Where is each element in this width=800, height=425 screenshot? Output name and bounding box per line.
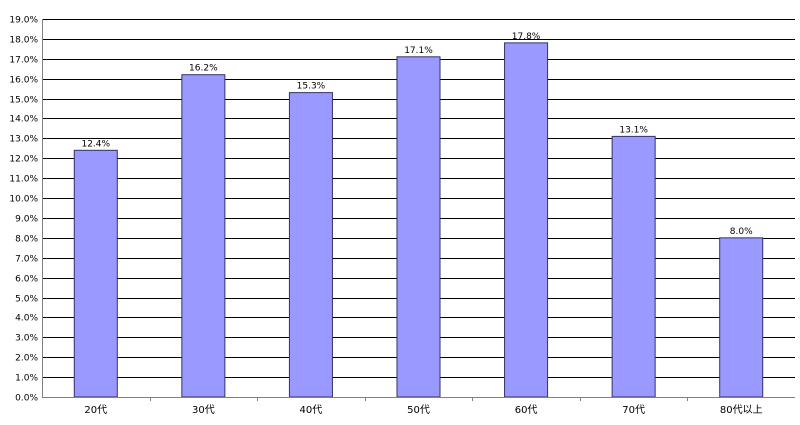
y-tick-label: 10.0% (9, 195, 38, 205)
y-tick-label: 0.0% (15, 394, 38, 404)
y-tick-label: 6.0% (15, 275, 38, 285)
y-tick-label: 19.0% (9, 16, 38, 26)
x-tick-label: 50代 (407, 404, 430, 416)
x-tick-label: 30代 (192, 404, 215, 416)
y-tick-label: 8.0% (15, 235, 38, 245)
data-label: 15.3% (297, 82, 326, 92)
y-tick-label: 14.0% (9, 115, 38, 125)
bar (611, 135, 656, 398)
axes (42, 19, 795, 401)
bars (73, 42, 764, 398)
y-tick-label: 13.0% (9, 135, 38, 145)
data-label: 12.4% (81, 139, 110, 149)
y-tick-label: 9.0% (15, 215, 38, 225)
y-tick-label: 15.0% (9, 96, 38, 106)
bar (396, 56, 441, 398)
data-label: 17.1% (404, 46, 433, 56)
data-label: 13.1% (619, 125, 648, 135)
y-tick-label: 18.0% (9, 36, 38, 46)
y-tick-label: 1.0% (15, 374, 38, 384)
data-label: 16.2% (189, 64, 218, 74)
labels: 0.0% 1.0% 2.0% 3.0% 4.0% 5.0% 6.0% 7.0% 8.0% 9.0%… (9, 16, 762, 417)
y-tick-label: 5.0% (15, 295, 38, 305)
x-tick-label: 70代 (622, 404, 645, 416)
y-tick-label: 7.0% (15, 255, 38, 265)
y-tick-label: 11.0% (9, 175, 38, 185)
x-tick-label: 80代以上 (720, 404, 763, 416)
y-tick-label: 17.0% (9, 56, 38, 66)
x-tick-label: 20代 (84, 404, 107, 416)
y-tick-label: 2.0% (15, 354, 38, 364)
data-label: 17.8% (512, 32, 541, 42)
data-label: 8.0% (730, 227, 753, 237)
bar (288, 92, 333, 398)
y-tick-label: 4.0% (15, 314, 38, 324)
bar (504, 42, 549, 398)
bar (73, 149, 118, 398)
y-tick-label: 16.0% (9, 76, 38, 86)
x-tick-label: 40代 (300, 404, 323, 416)
y-tick-label: 3.0% (15, 334, 38, 344)
bar (181, 74, 226, 398)
y-tick-label: 12.0% (9, 155, 38, 165)
bar (719, 237, 764, 398)
x-tick-label: 60代 (515, 404, 538, 416)
